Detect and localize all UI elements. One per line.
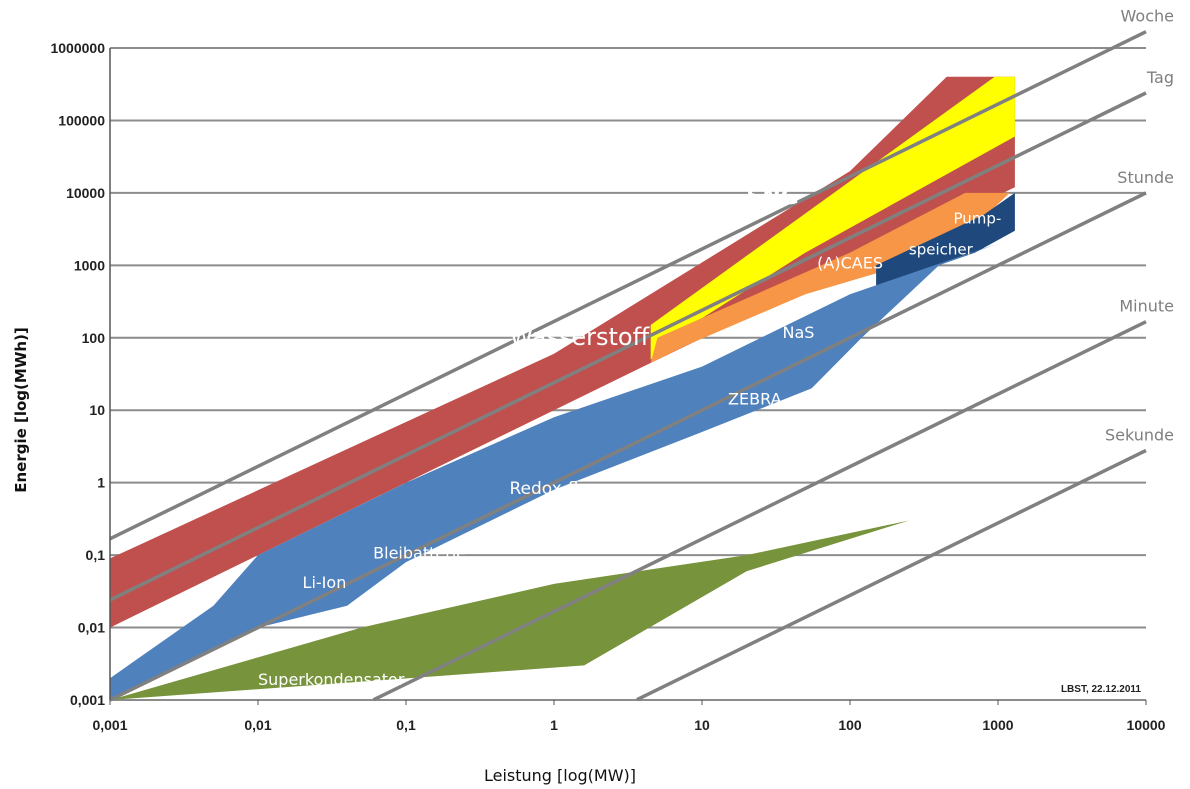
- duration-line-sekunde: [636, 448, 1147, 702]
- x-tick-label: 0,01: [244, 717, 271, 733]
- region-label-speicher: speicher: [909, 241, 974, 259]
- region-batterien: [110, 243, 998, 700]
- y-tick-label: 1000000: [50, 40, 105, 56]
- y-tick-label: 1: [97, 475, 105, 491]
- duration-lines: Woche Tag Stunde Minute Sekunde: [109, 7, 1174, 702]
- region-label-wasserstoff: Wasserstoff: [509, 323, 649, 351]
- y-tick-label: 100: [82, 330, 106, 346]
- duration-line-stunde: [109, 191, 1147, 702]
- y-tick-label: 0,01: [78, 620, 105, 636]
- duration-line-minute: [372, 320, 1147, 702]
- region-label-superkondensator: Superkondensator: [258, 670, 405, 689]
- region-label-redox-flow: Redox-flow: [509, 479, 602, 499]
- duration-label-minute: Minute: [1119, 297, 1174, 316]
- y-tick-label: 10000: [66, 185, 105, 201]
- region-label-schwungrad: Schwungrad: [728, 586, 833, 606]
- y-tick-label: 100000: [58, 112, 105, 128]
- duration-line-woche: [109, 30, 1147, 541]
- y-tick-label: 10: [89, 402, 105, 418]
- axes: 0,001 0,01 0,1 1 10 100 1000 10000 100000 1000000…: [50, 40, 1165, 733]
- x-tick-label: 1000: [982, 717, 1013, 733]
- duration-label-sekunde: Sekunde: [1105, 425, 1174, 444]
- region-label-nas: NaS: [783, 323, 815, 342]
- duration-label-tag: Tag: [1146, 68, 1174, 87]
- region-label-zebra: ZEBRA: [728, 389, 782, 408]
- x-tick-label: 10000: [1127, 717, 1166, 733]
- region-labels: Wasserstoff SNG (A)CAES Pump-speicher NaS ZEB…: [258, 185, 1001, 689]
- y-tick-label: 0,001: [70, 692, 105, 708]
- x-tick-label: 1: [550, 717, 558, 733]
- x-tick-label: 0,1: [396, 717, 416, 733]
- y-axis-label: Energie [log(MWh)]: [12, 327, 30, 493]
- y-tick-label: 0,1: [86, 547, 106, 563]
- region-label-bleibatterie: Bleibatterie: [373, 543, 466, 562]
- y-tick-label: 1000: [74, 257, 105, 273]
- duration-label-woche: Woche: [1121, 7, 1174, 26]
- duration-label-stunde: Stunde: [1117, 168, 1174, 187]
- region-pump-speicher: [876, 192, 1015, 288]
- x-axis-label: Leistung [log(MW)]: [484, 766, 636, 785]
- region-label-a-caes: (A)CAES: [817, 254, 883, 273]
- x-tick-label: 0,001: [92, 717, 127, 733]
- duration-line-tag: [109, 91, 1147, 602]
- region-label-pump: Pump-: [953, 209, 1001, 227]
- region-label-li-ion: Li-Ion: [303, 573, 347, 592]
- region--a-caes: [650, 192, 1010, 363]
- region-label-sng: SNG: [747, 185, 799, 210]
- region-schwungrad: [110, 520, 909, 700]
- credit-label: LBST, 22.12.2011: [1061, 684, 1141, 695]
- x-tick-label: 10: [694, 717, 710, 733]
- x-tick-label: 100: [838, 717, 862, 733]
